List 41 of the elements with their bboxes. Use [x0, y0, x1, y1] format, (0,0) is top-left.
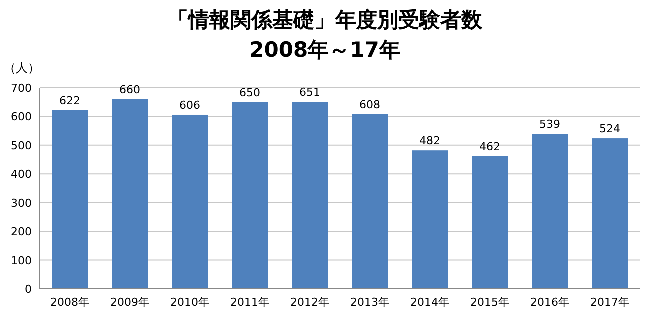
data-label: 539	[540, 118, 560, 132]
bar	[232, 102, 268, 289]
x-tick-label: 2011年	[230, 296, 270, 309]
y-axis-title: （人）	[4, 61, 40, 75]
bar	[352, 114, 388, 289]
bar	[172, 114, 208, 289]
y-tick-label: 200	[11, 226, 32, 239]
bar	[412, 150, 448, 289]
x-tick-label: 2014年	[410, 296, 450, 309]
y-tick-label: 300	[11, 196, 32, 210]
y-tick-label: 100	[11, 254, 32, 268]
y-tick-label: 400	[11, 168, 32, 182]
bar	[52, 110, 88, 289]
bar	[532, 134, 568, 289]
y-tick-label: 0	[25, 283, 32, 296]
bar	[592, 138, 628, 289]
x-tick-label: 2010年	[170, 296, 210, 309]
chart-subtitle: 2008年～17年	[250, 38, 400, 62]
y-tick-label: 500	[11, 139, 32, 152]
data-label: 651	[300, 86, 320, 100]
x-tick-label: 2009年	[110, 296, 150, 309]
y-tick-label: 700	[11, 82, 32, 95]
data-label: 608	[360, 98, 380, 112]
x-tick-label: 2015年	[470, 296, 510, 309]
y-tick-label: 600	[11, 110, 32, 124]
x-tick-label: 2017年	[590, 296, 630, 309]
data-label: 524	[600, 122, 620, 136]
bar	[292, 102, 328, 289]
data-label: 650	[240, 86, 260, 100]
data-label: 462	[480, 140, 500, 154]
data-label: 606	[180, 98, 200, 112]
bar	[472, 156, 508, 289]
data-label: 660	[120, 83, 140, 96]
chart-title: 「情報関係基礎」年度別受験者数	[168, 8, 484, 32]
bar	[112, 99, 148, 289]
x-tick-label: 2012年	[290, 296, 330, 309]
x-tick-label: 2013年	[350, 296, 390, 309]
x-tick-label: 2016年	[530, 296, 570, 309]
x-tick-label: 2008年	[50, 296, 90, 309]
data-label: 482	[420, 134, 440, 148]
data-label: 622	[60, 94, 80, 108]
